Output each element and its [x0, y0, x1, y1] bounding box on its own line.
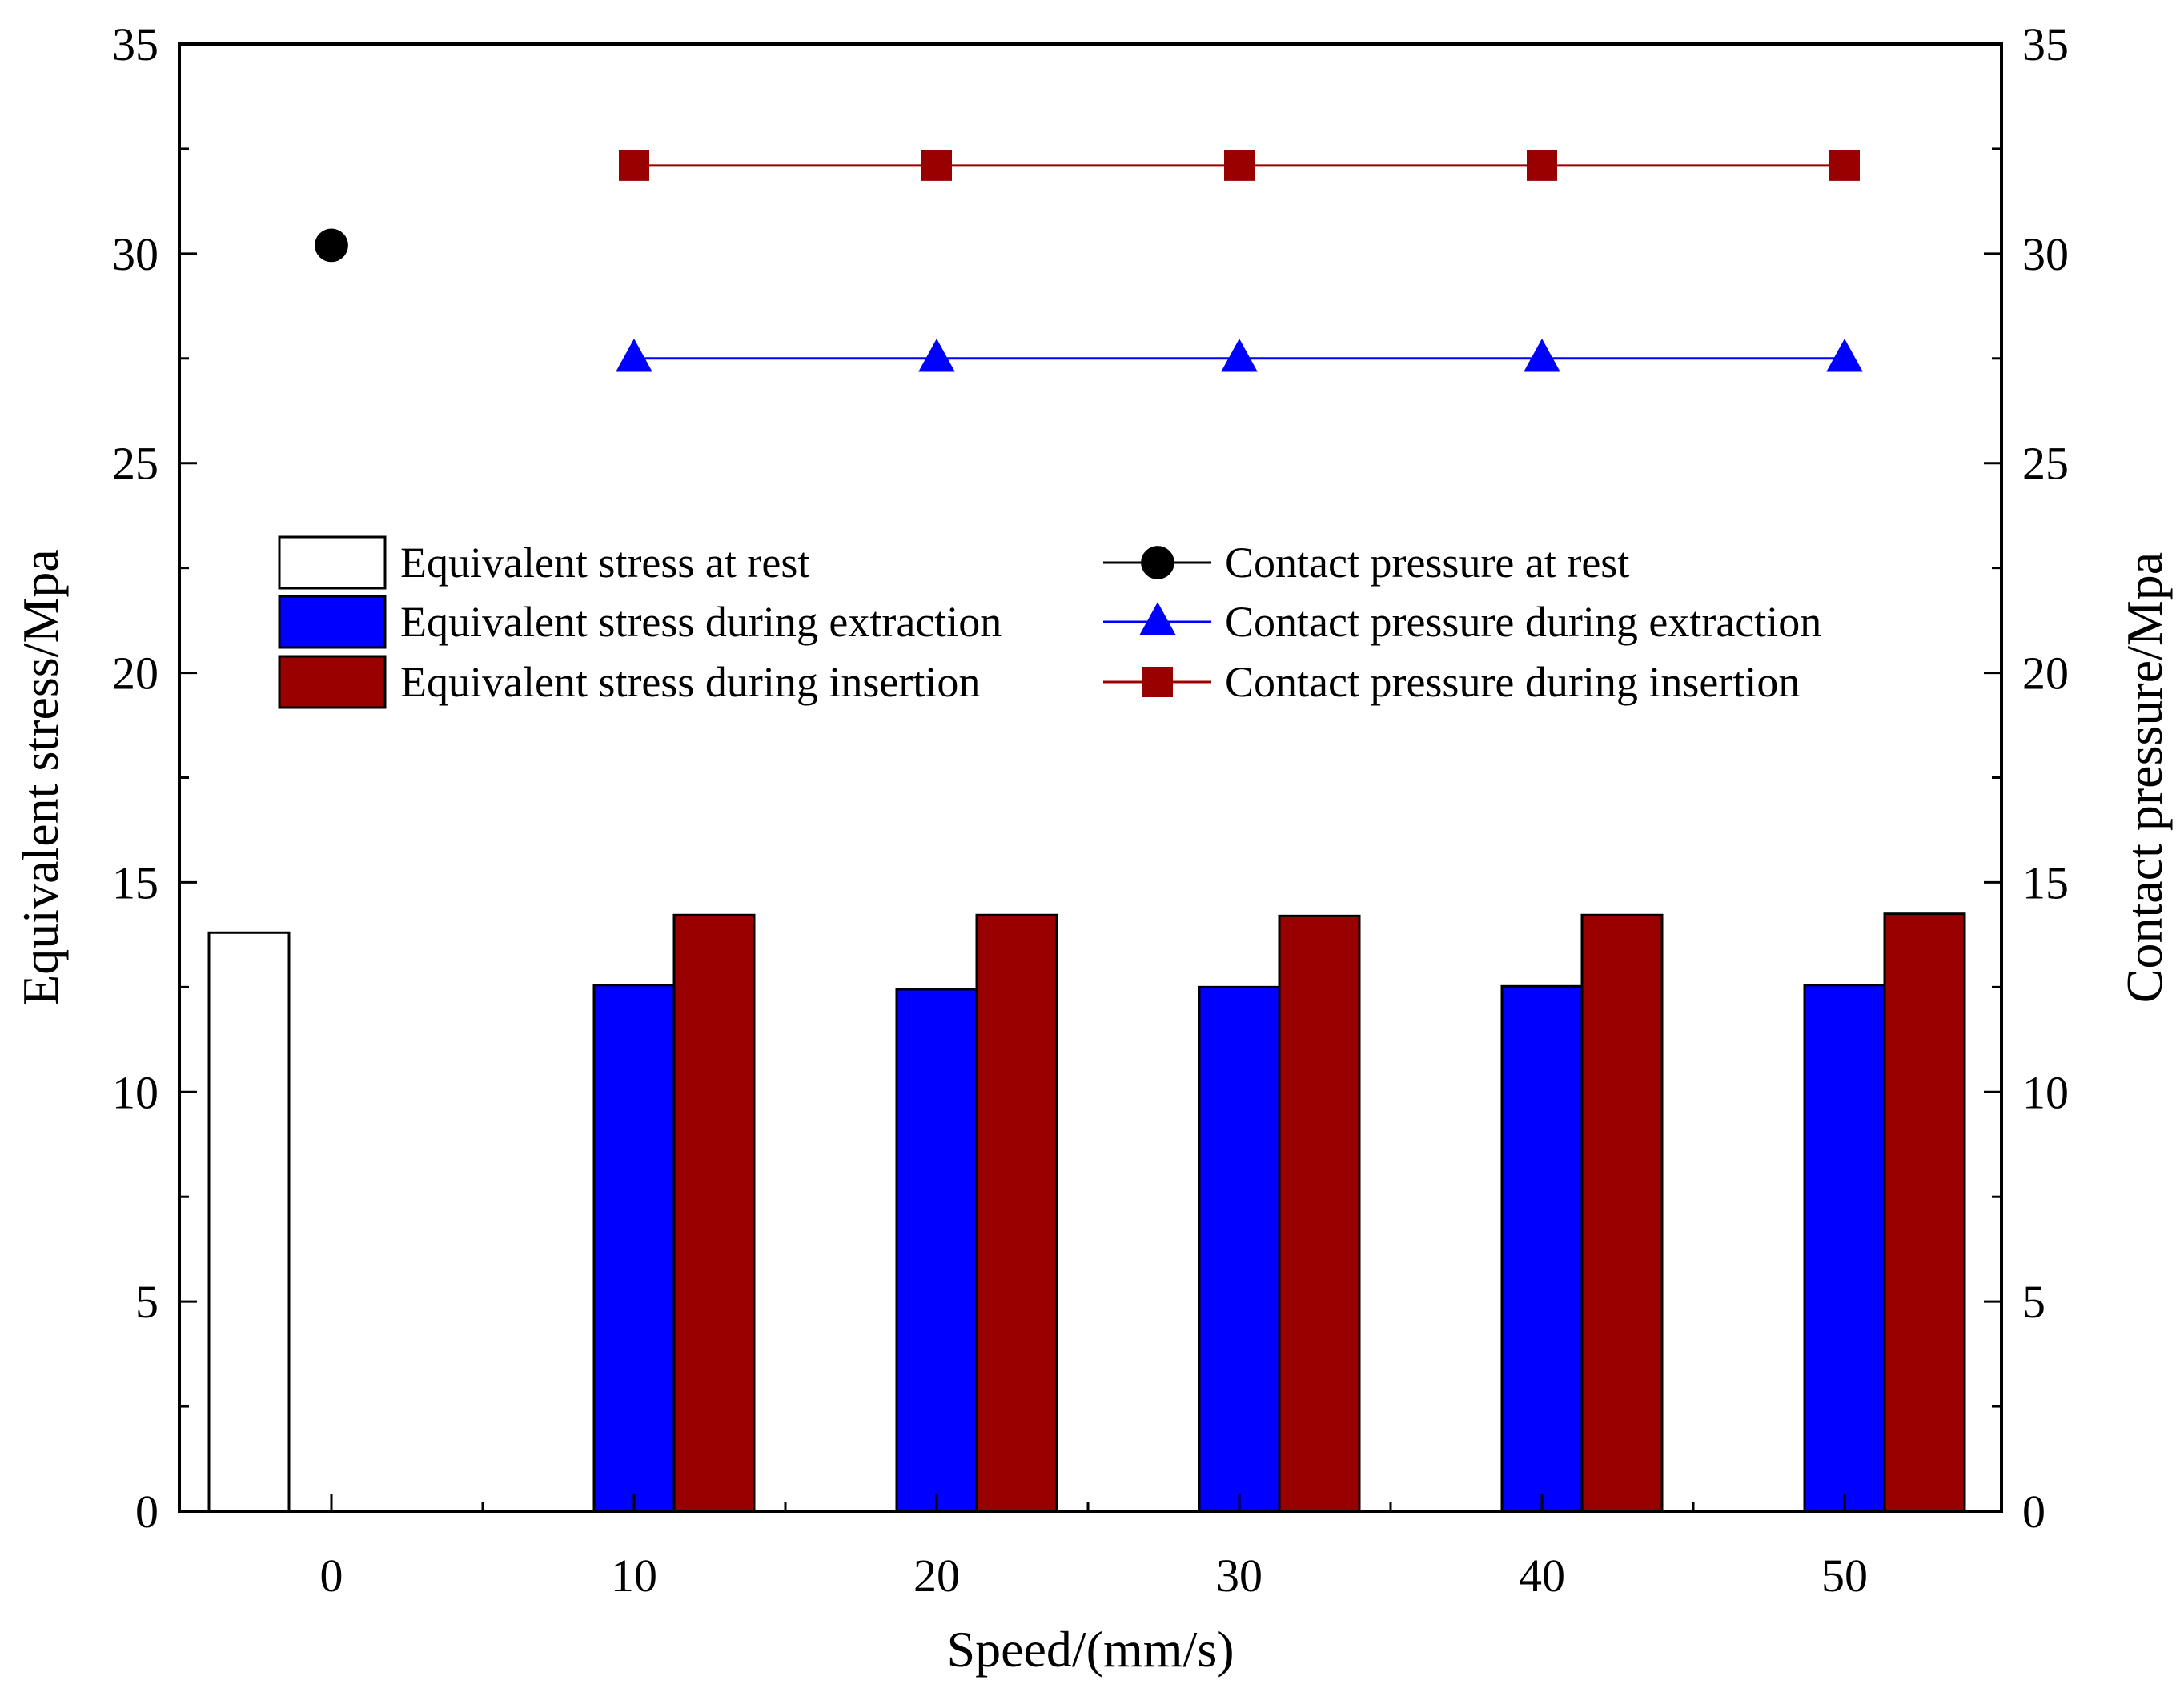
legend-label-line-2: Contact pressure during insertion: [1225, 658, 1800, 706]
y-right-tick-label: 5: [2022, 1276, 2045, 1328]
x-tick-label: 20: [913, 1550, 960, 1602]
y-right-tick-label: 0: [2022, 1486, 2045, 1538]
bar-equivalent-stress-during-extraction-30: [1198, 985, 1281, 1513]
bar-equivalent-stress-during-extraction-50: [1803, 984, 1886, 1513]
x-tick-label: 0: [320, 1550, 343, 1602]
x-tick-label: 30: [1216, 1550, 1263, 1602]
point-contact-pressure-during-extraction-40: [1524, 339, 1560, 372]
y-axis-right-title: Contact pressure/Mpa: [2116, 552, 2173, 1003]
legend-swatch-2: [278, 655, 387, 709]
y-axis-left-title: Equivalent stress/Mpa: [12, 549, 69, 1006]
x-tick-label: 40: [1519, 1550, 1565, 1602]
bar-equivalent-stress-during-extraction-10: [592, 984, 676, 1513]
legend-swatch-1: [278, 595, 387, 649]
y-right-tick-label: 20: [2022, 648, 2069, 700]
bars-layer: [207, 912, 1966, 1513]
x-tick-label: 50: [1821, 1550, 1868, 1602]
point-contact-pressure-during-extraction-30: [1221, 339, 1258, 372]
x-tick-label: 10: [611, 1550, 657, 1602]
point-contact-pressure-at-rest-0: [315, 228, 348, 263]
legend-swatch-0: [278, 535, 387, 590]
bar-equivalent-stress-during-insertion-10: [672, 913, 756, 1513]
point-contact-pressure-during-insertion-40: [1527, 150, 1557, 181]
bar-equivalent-stress-during-extraction-40: [1500, 984, 1584, 1513]
y-left-tick-label: 15: [112, 856, 159, 908]
point-contact-pressure-during-insertion-10: [619, 150, 649, 181]
y-right-tick-label: 30: [2022, 228, 2069, 280]
y-right-tick-label: 10: [2022, 1066, 2069, 1118]
point-contact-pressure-during-extraction-20: [918, 339, 955, 372]
y-left-tick-label: 35: [112, 18, 159, 70]
legend-label-bar-2: Equivalent stress during insertion: [400, 658, 980, 706]
legend-label-line-1: Contact pressure during extraction: [1225, 598, 1821, 646]
y-right-tick-label: 25: [2022, 438, 2069, 490]
y-left-tick-label: 5: [135, 1276, 159, 1328]
y-left-tick-label: 30: [112, 228, 159, 280]
bar-equivalent-stress-during-insertion-40: [1580, 913, 1664, 1513]
y-left-tick-label: 25: [112, 438, 159, 490]
lines-layer: [315, 150, 1863, 372]
y-left-tick-label: 10: [112, 1066, 159, 1118]
y-left-tick-label: 20: [112, 648, 159, 700]
bar-equivalent-stress-during-insertion-30: [1278, 914, 1361, 1513]
legend-label-bar-0: Equivalent stress at rest: [400, 539, 809, 587]
bar-equivalent-stress-during-insertion-50: [1883, 912, 1966, 1513]
y-right-tick-label: 35: [2022, 18, 2069, 70]
legend-marker-0: [1141, 546, 1174, 579]
bar-equivalent-stress-during-extraction-20: [895, 988, 978, 1513]
point-contact-pressure-during-extraction-50: [1826, 339, 1863, 372]
plot-frame: [178, 42, 2003, 1513]
legend-label-bar-1: Equivalent stress during extraction: [400, 598, 1002, 646]
legend-marker-2: [1142, 667, 1173, 697]
legend-marker-1: [1139, 602, 1176, 635]
point-contact-pressure-during-insertion-20: [921, 150, 952, 181]
point-contact-pressure-during-extraction-10: [616, 339, 652, 372]
legend-label-line-0: Contact pressure at rest: [1225, 539, 1629, 587]
bar-equivalent-stress-at-rest-0: [207, 931, 291, 1513]
x-axis-title: Speed/(mm/s): [946, 1621, 1234, 1678]
y-left-tick-label: 0: [135, 1486, 159, 1538]
legend: Equivalent stress at rest Equivalent stre…: [278, 535, 1821, 709]
axes-layer: 0 0 5 5 10 10 15 15 20 20 25 25 30 30 35 35 0 10 20 30 40 50: [112, 18, 2069, 1602]
point-contact-pressure-during-insertion-50: [1829, 150, 1860, 181]
point-contact-pressure-during-insertion-30: [1224, 150, 1255, 181]
bar-equivalent-stress-during-insertion-20: [975, 913, 1058, 1513]
y-right-tick-label: 15: [2022, 856, 2069, 908]
